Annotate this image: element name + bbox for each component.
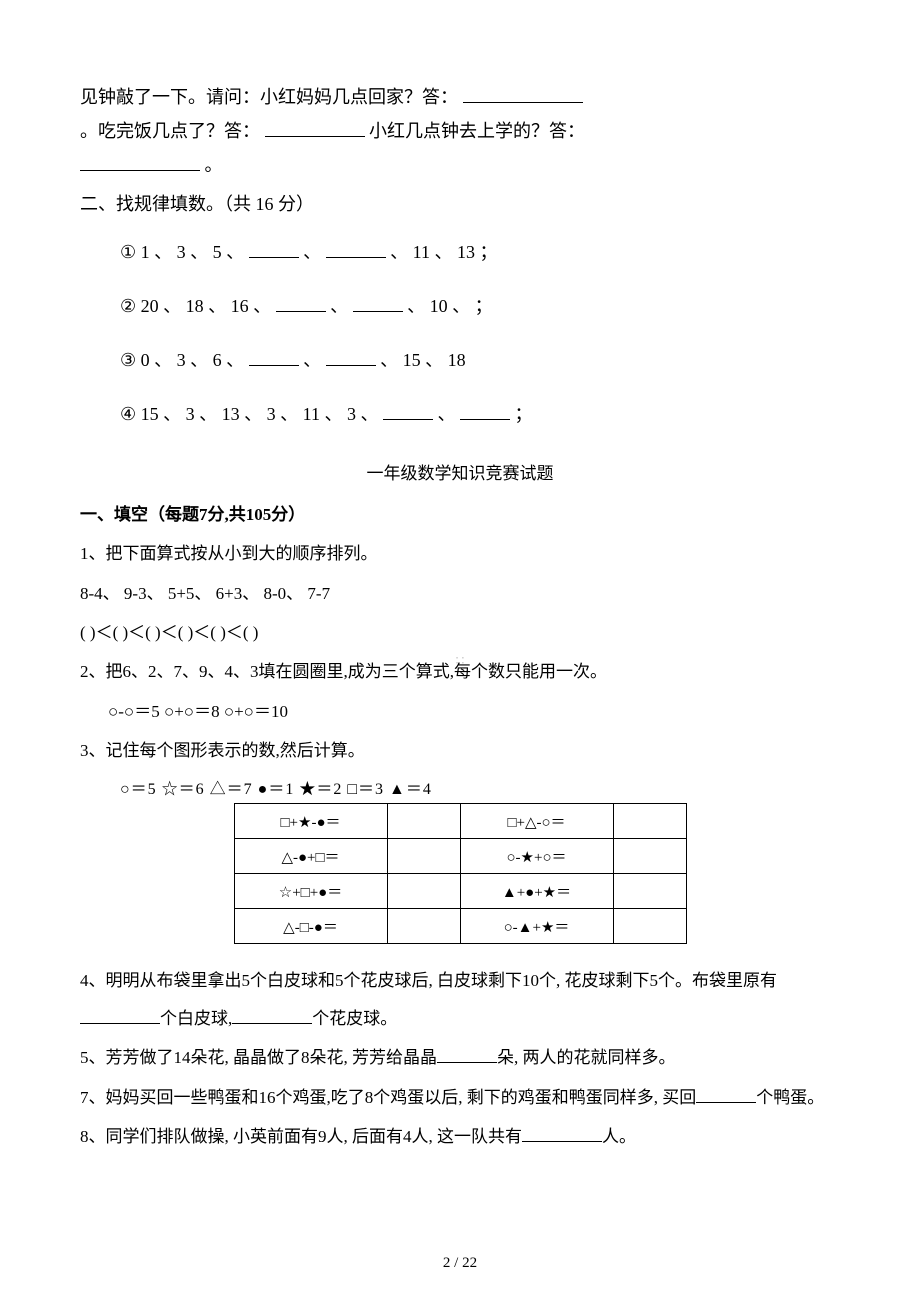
seq4-blank-1[interactable] — [383, 399, 433, 420]
page-number: 2 / 22 — [0, 1255, 920, 1272]
cell-r3c1: ☆+□+●＝ — [234, 874, 387, 909]
blank-answer-2[interactable] — [265, 116, 365, 137]
seq1-pre: ① 1 、 3 、 5 、 — [120, 242, 244, 262]
cell-r1c4[interactable] — [613, 804, 686, 839]
seq3-mid: 、 — [303, 350, 321, 370]
intro-text-c: 小红几点钟去上学的？答： — [369, 121, 585, 141]
calc-table: □+★-●＝ □+△-○＝ △-●+□＝ ○-★+○＝ ☆+□+●＝ ▲+●+★… — [234, 803, 687, 944]
sequence-3: ③ 0 、 3 、 6 、 、 、 15 、 18 — [120, 333, 840, 387]
q4-blank-2[interactable] — [232, 1004, 312, 1024]
table-row: ☆+□+●＝ ▲+●+★＝ — [234, 874, 686, 909]
q4-a: 4、明明从布袋里拿出5个白皮球和5个花皮球后, 白皮球剩下10个, 花皮球剩下5… — [80, 971, 777, 990]
q8-a: 8、同学们排队做操, 小英前面有9人, 后面有4人, 这一队共有 — [80, 1127, 522, 1146]
q8: 8、同学们排队做操, 小英前面有9人, 后面有4人, 这一队共有 人。 — [80, 1118, 840, 1155]
q4-blank-1[interactable] — [80, 1004, 160, 1024]
cell-r3c2[interactable] — [387, 874, 460, 909]
seq2-mid: 、 — [330, 296, 348, 316]
q7-b: 个鸭蛋。 — [756, 1088, 824, 1107]
exam-title: 一年级数学知识竞赛试题 — [80, 459, 840, 484]
seq3-post: 、 15 、 18 — [380, 350, 466, 370]
seq3-blank-1[interactable] — [249, 345, 299, 366]
seq3-blank-2[interactable] — [326, 345, 376, 366]
sequence-1: ① 1 、 3 、 5 、 、 、 11 、 13 ； — [120, 225, 840, 279]
sequence-4: ④ 15 、 3 、 13 、 3 、 11 、 3 、 、 ； — [120, 387, 840, 441]
intro-text-b: 。吃完饭几点了？答： — [80, 121, 260, 141]
seq1-mid: 、 — [303, 242, 321, 262]
cell-r4c4[interactable] — [613, 909, 686, 944]
q1-line1: 1、把下面算式按从小到大的顺序排列。 — [80, 535, 840, 572]
q3-line1: 3、记住每个图形表示的数,然后计算。 — [80, 732, 840, 769]
cell-r3c4[interactable] — [613, 874, 686, 909]
intro-paragraph-2: 。吃完饭几点了？答： 小红几点钟去上学的？答： — [80, 114, 840, 148]
q1-line3: ( )＜( )＜( )＜( )＜( )＜( ) — [80, 614, 840, 651]
sequence-2: ② 20 、 18 、 16 、 、 、 10 、 ； — [120, 279, 840, 333]
cell-r2c4[interactable] — [613, 839, 686, 874]
seq4-post: ； — [514, 404, 532, 424]
q8-blank[interactable] — [522, 1122, 602, 1142]
q5-a: 5、芳芳做了14朵花, 晶晶做了8朵花, 芳芳给晶晶 — [80, 1048, 437, 1067]
seq4-mid: 、 — [437, 404, 455, 424]
seq1-blank-1[interactable] — [249, 237, 299, 258]
cell-r4c2[interactable] — [387, 909, 460, 944]
seq2-blank-1[interactable] — [276, 291, 326, 312]
table-row: △-●+□＝ ○-★+○＝ — [234, 839, 686, 874]
seq3-pre: ③ 0 、 3 、 6 、 — [120, 350, 244, 370]
seq4-blank-2[interactable] — [460, 399, 510, 420]
blank-answer-3[interactable] — [80, 151, 200, 172]
seq4-pre: ④ 15 、 3 、 13 、 3 、 11 、 3 、 — [120, 404, 378, 424]
cell-r2c1: △-●+□＝ — [234, 839, 387, 874]
seq2-pre: ② 20 、 18 、 16 、 — [120, 296, 271, 316]
q5-blank[interactable] — [437, 1044, 497, 1064]
cell-r1c2[interactable] — [387, 804, 460, 839]
q4-b: 个白皮球, — [160, 1009, 232, 1028]
q8-b: 人。 — [602, 1127, 636, 1146]
q7: 7、妈妈买回一些鸭蛋和16个鸡蛋,吃了8个鸡蛋以后, 剩下的鸡蛋和鸭蛋同样多, … — [80, 1079, 840, 1116]
q7-a: 7、妈妈买回一些鸭蛋和16个鸡蛋,吃了8个鸡蛋以后, 剩下的鸡蛋和鸭蛋同样多, … — [80, 1088, 696, 1107]
intro-paragraph-3: 。 — [80, 148, 840, 182]
q5-b: 朵, 两人的花就同样多。 — [497, 1048, 676, 1067]
table-row: △-□-●＝ ○-▲+★＝ — [234, 909, 686, 944]
seq1-post: 、 11 、 13 ； — [390, 242, 497, 262]
section-2-title: 二、找规律填数。（共 16 分） — [80, 187, 840, 221]
q4-c: 个花皮球。 — [312, 1009, 397, 1028]
cell-r2c3: ○-★+○＝ — [460, 839, 613, 874]
q3-legend: ○＝5 ☆＝6 △＝7 ●＝1 ★＝2 □＝3 ▲＝4 — [120, 775, 840, 799]
q5: 5、芳芳做了14朵花, 晶晶做了8朵花, 芳芳给晶晶 朵, 两人的花就同样多。 — [80, 1039, 840, 1076]
intro-text-a: 见钟敲了一下。请问：小红妈妈几点回家？答： — [80, 87, 458, 107]
table-row: □+★-●＝ □+△-○＝ — [234, 804, 686, 839]
section-a-title: 一、填空（每题7分,共105分） — [80, 496, 840, 533]
cell-r1c3: □+△-○＝ — [460, 804, 613, 839]
seq1-blank-2[interactable] — [326, 237, 386, 258]
q1-line2: 8-4、 9-3、 5+5、 6+3、 8-0、 7-7 — [80, 575, 840, 612]
cell-r1c1: □+★-●＝ — [234, 804, 387, 839]
cell-r2c2[interactable] — [387, 839, 460, 874]
q2-line1: 2、把6、2、7、9、4、3填在圆圈里,成为三个算式,每个数只能用一次。 — [80, 653, 840, 690]
cell-r4c3: ○-▲+★＝ — [460, 909, 613, 944]
intro-text-d: 。 — [205, 155, 223, 175]
seq2-post: 、 10 、 ； — [407, 296, 493, 316]
intro-paragraph: 见钟敲了一下。请问：小红妈妈几点回家？答： — [80, 80, 840, 114]
seq2-blank-2[interactable] — [353, 291, 403, 312]
q2-line2: ○-○＝5 ○+○＝8 ○+○＝10 — [108, 693, 840, 730]
blank-answer-1[interactable] — [463, 82, 583, 103]
cell-r3c3: ▲+●+★＝ — [460, 874, 613, 909]
q4: 4、明明从布袋里拿出5个白皮球和5个花皮球后, 白皮球剩下10个, 花皮球剩下5… — [80, 962, 840, 1037]
cell-r4c1: △-□-●＝ — [234, 909, 387, 944]
q7-blank[interactable] — [696, 1083, 756, 1103]
